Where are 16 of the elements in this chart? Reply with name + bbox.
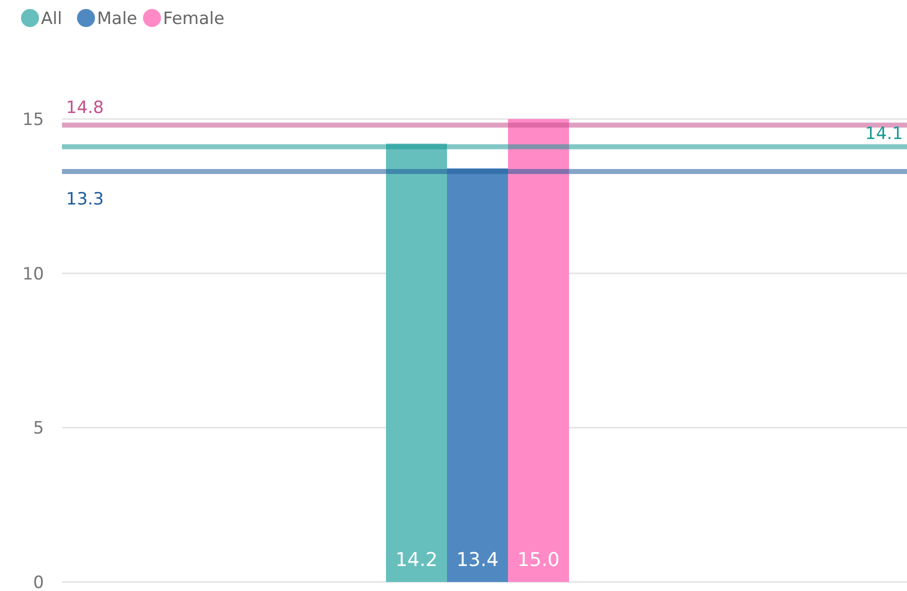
bar [508,119,569,582]
data-label: 13.4 [456,549,499,571]
ref-line-label: 14.1 [865,124,903,144]
bar [386,144,447,582]
legend-label: All [41,9,62,29]
legend-label: Male [97,9,138,29]
ref-line-label: 14.8 [66,98,104,118]
bar [447,168,508,582]
y-tick-label: 0 [33,573,44,591]
y-tick-label: 15 [22,110,44,130]
ref-line-label: 13.3 [66,189,104,210]
data-label: 14.2 [395,549,438,571]
legend-label: Female [163,9,224,29]
data-label: 15.0 [517,549,560,571]
y-tick-label: 5 [33,418,44,439]
y-tick-label: 10 [22,264,44,284]
